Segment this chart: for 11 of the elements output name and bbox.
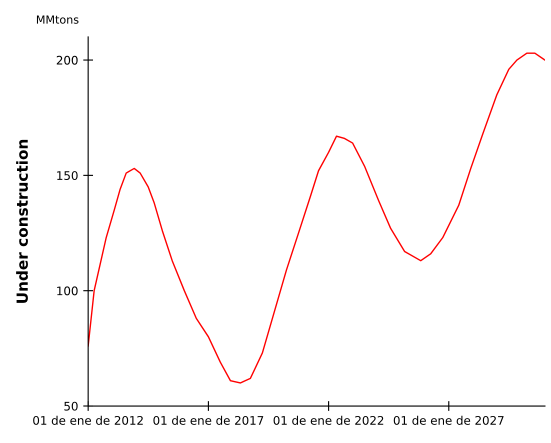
y-tick-label: 200 bbox=[56, 56, 78, 65]
x-tick-label: 01 de ene de 2017 bbox=[153, 416, 264, 425]
y-tick-label: 100 bbox=[57, 286, 78, 296]
text: MMtons bbox=[36, 16, 78, 24]
x-tick-label: 01 de ene de 2027 bbox=[394, 416, 504, 425]
x-tick-label: 01 de ene de 2022 bbox=[274, 416, 384, 425]
y-tick-label: 150 bbox=[57, 171, 78, 180]
x-tick-label: 01 de ene de 2012 bbox=[33, 416, 143, 425]
y-axis-title: Under construction bbox=[16, 140, 28, 303]
y-tick-label: 50 bbox=[64, 402, 78, 411]
line-series bbox=[88, 52, 545, 384]
